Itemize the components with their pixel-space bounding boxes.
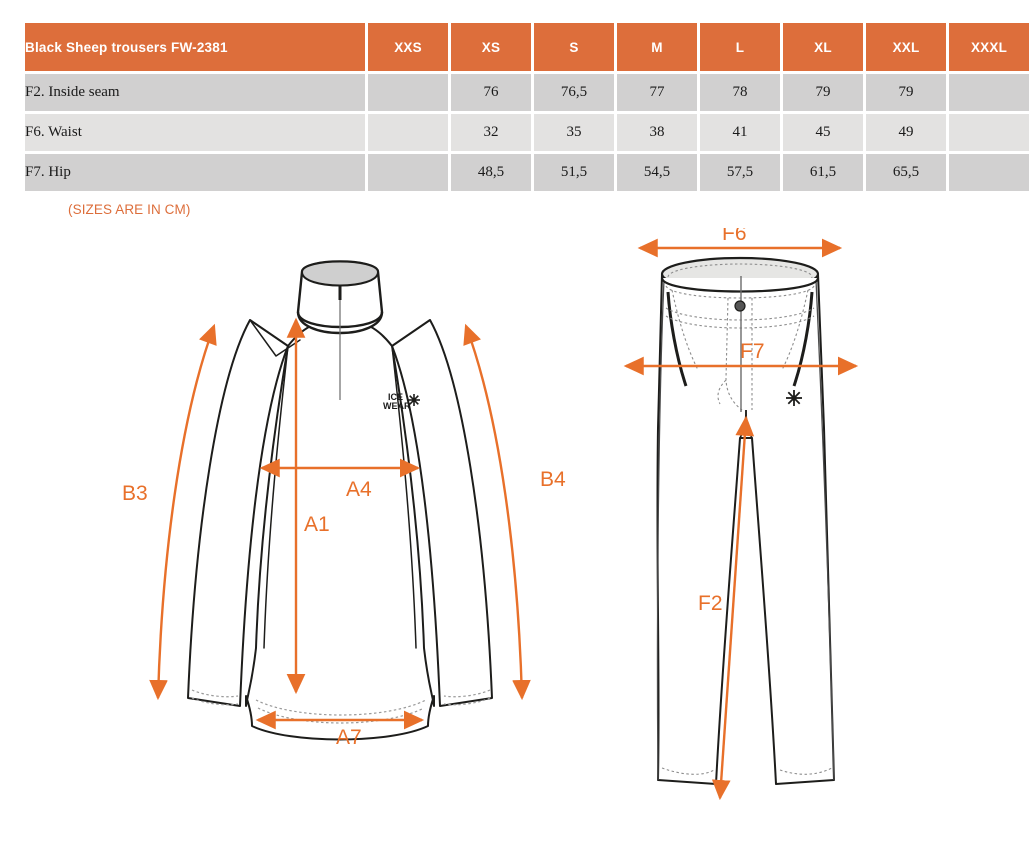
measurement-value: 77 — [617, 74, 697, 111]
measurement-value: 32 — [451, 114, 531, 151]
label-a7: A7 — [336, 726, 362, 749]
trousers-stitching — [661, 297, 833, 775]
measurement-value — [368, 154, 448, 191]
snowflake-icon — [408, 394, 420, 406]
column-header-xxs: XXS — [368, 23, 448, 71]
measurement-value — [949, 114, 1029, 151]
table-header-row: Black Sheep trousers FW-2381 XXS XS S M … — [25, 23, 1029, 71]
svg-text:ICE: ICE — [388, 392, 403, 402]
trousers-dimension-labels: F6 F7 F2 — [698, 228, 765, 615]
measurement-value: 78 — [700, 74, 780, 111]
label-f6: F6 — [722, 228, 747, 245]
measurement-value — [368, 114, 448, 151]
measurement-value — [949, 154, 1029, 191]
measurement-value: 54,5 — [617, 154, 697, 191]
label-b4: B4 — [540, 468, 566, 491]
product-title-cell: Black Sheep trousers FW-2381 — [25, 23, 365, 71]
trousers-figure: F6 F7 F2 — [623, 228, 859, 801]
column-header-l: L — [700, 23, 780, 71]
snowflake-icon — [786, 390, 802, 406]
measurement-value: 76,5 — [534, 74, 614, 111]
label-b3: B3 — [122, 482, 148, 505]
column-header-xs: XS — [451, 23, 531, 71]
measurement-label: F2. Inside seam — [25, 74, 365, 111]
measurement-value — [949, 74, 1029, 111]
column-header-s: S — [534, 23, 614, 71]
label-f2: F2 — [698, 592, 723, 615]
table-row: F2. Inside seam 76 76,5 77 78 79 79 — [25, 74, 1029, 111]
label-a4: A4 — [346, 478, 372, 501]
size-chart-table: Black Sheep trousers FW-2381 XXS XS S M … — [22, 20, 1030, 194]
ice-wear-logo: ICE WEAR — [383, 392, 420, 411]
measurement-label: F7. Hip — [25, 154, 365, 191]
measurement-value: 57,5 — [700, 154, 780, 191]
measurement-value: 38 — [617, 114, 697, 151]
measurement-label: F6. Waist — [25, 114, 365, 151]
measurement-value — [368, 74, 448, 111]
measurement-value: 45 — [783, 114, 863, 151]
measurement-value: 61,5 — [783, 154, 863, 191]
column-header-m: M — [617, 23, 697, 71]
measurement-value: 35 — [534, 114, 614, 151]
sweater-dimension-labels: B3 B4 A4 A1 A7 — [122, 468, 566, 749]
column-header-xl: XL — [783, 23, 863, 71]
column-header-xxxl: XXXL — [949, 23, 1029, 71]
column-header-xxl: XXL — [866, 23, 946, 71]
measurement-value: 41 — [700, 114, 780, 151]
sweater-dimension-lines — [149, 317, 531, 730]
sizes-unit-note: (SIZES ARE IN CM) — [68, 202, 191, 217]
trousers-button — [734, 300, 746, 312]
label-a1: A1 — [304, 513, 330, 536]
measurement-value: 65,5 — [866, 154, 946, 191]
measurement-value: 51,5 — [534, 154, 614, 191]
sweater-figure: ICE WEAR — [122, 260, 566, 749]
measurement-value: 79 — [866, 74, 946, 111]
size-chart-table-container: Black Sheep trousers FW-2381 XXS XS S M … — [22, 20, 1029, 194]
label-f7: F7 — [740, 340, 765, 363]
trousers-waistband — [660, 256, 820, 299]
svg-text:WEAR: WEAR — [383, 401, 411, 411]
table-row: F7. Hip 48,5 51,5 54,5 57,5 61,5 65,5 — [25, 154, 1029, 191]
measurement-value: 79 — [783, 74, 863, 111]
table-row: F6. Waist 32 35 38 41 45 49 — [25, 114, 1029, 151]
trousers-dimension-lines — [623, 238, 859, 801]
measurement-value: 48,5 — [451, 154, 531, 191]
technical-drawings-area: ICE WEAR — [0, 228, 1030, 849]
measurement-value: 76 — [451, 74, 531, 111]
measurement-value: 49 — [866, 114, 946, 151]
